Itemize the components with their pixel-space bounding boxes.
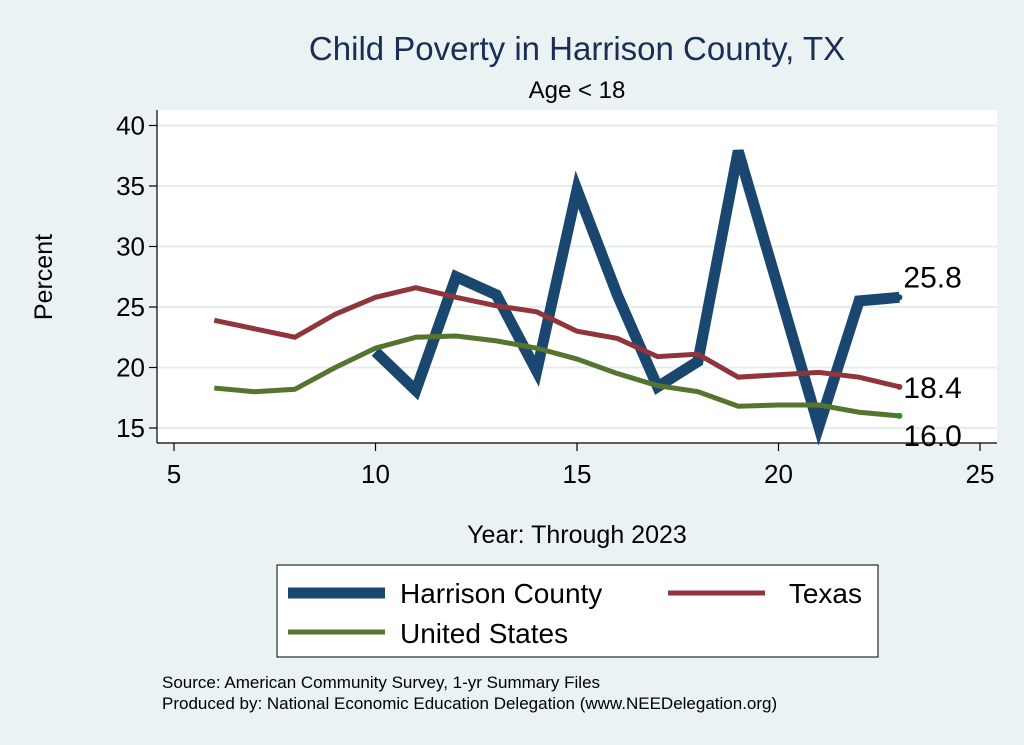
x-tick-label: 25 bbox=[966, 459, 995, 489]
series-line-united-states bbox=[214, 333, 900, 419]
series-end-point bbox=[896, 412, 903, 419]
x-tick-label: 15 bbox=[563, 459, 592, 489]
legend-label: Harrison County bbox=[400, 578, 602, 609]
source-line-2: Produced by: National Economic Education… bbox=[162, 694, 777, 713]
legend: Harrison County Texas United States bbox=[288, 578, 862, 649]
y-axis-label: Percent bbox=[30, 234, 58, 320]
x-tick-label: 10 bbox=[361, 459, 390, 489]
x-ticks: 5 10 15 20 25 bbox=[167, 443, 995, 489]
chart-subtitle: Age < 18 bbox=[529, 77, 626, 104]
plot-area bbox=[157, 110, 997, 443]
series-line-texas bbox=[213, 285, 900, 390]
series-end-point bbox=[896, 383, 903, 390]
end-value-label: 16.0 bbox=[903, 420, 961, 453]
source-line-1: Source: American Community Survey, 1-yr … bbox=[162, 673, 600, 692]
y-tick-label: 30 bbox=[116, 232, 145, 262]
x-axis-label: Year: Through 2023 bbox=[467, 521, 687, 549]
y-tick-label: 40 bbox=[116, 111, 145, 141]
x-tick-label: 5 bbox=[167, 459, 181, 489]
y-ticks: 15 20 25 30 35 40 bbox=[116, 111, 157, 443]
legend-label: Texas bbox=[789, 578, 862, 609]
legend-label: United States bbox=[400, 618, 568, 649]
series-lines bbox=[213, 149, 900, 446]
legend-box bbox=[276, 564, 879, 658]
y-tick-label: 25 bbox=[116, 292, 145, 322]
chart-title: Child Poverty in Harrison County, TX bbox=[309, 30, 845, 67]
series-end-point bbox=[896, 294, 903, 301]
x-tick-label: 20 bbox=[764, 459, 793, 489]
y-tick-label: 20 bbox=[116, 353, 145, 383]
end-labels: 25.8 18.4 16.0 bbox=[896, 261, 962, 453]
end-value-label: 25.8 bbox=[903, 261, 961, 294]
y-tick-label: 35 bbox=[116, 171, 145, 201]
end-value-label: 18.4 bbox=[903, 372, 961, 405]
y-tick-label: 15 bbox=[116, 413, 145, 443]
